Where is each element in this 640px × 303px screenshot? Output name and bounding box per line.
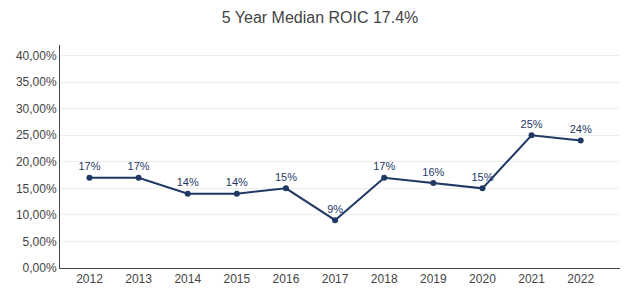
svg-text:2019: 2019	[420, 272, 447, 286]
svg-text:35,00%: 35,00%	[16, 75, 57, 89]
svg-text:2020: 2020	[469, 272, 496, 286]
svg-text:17%: 17%	[78, 160, 100, 172]
svg-text:2018: 2018	[371, 272, 398, 286]
svg-text:15,00%: 15,00%	[16, 182, 57, 196]
svg-text:17%: 17%	[128, 160, 150, 172]
svg-text:40,00%: 40,00%	[16, 49, 57, 63]
svg-text:2017: 2017	[322, 272, 349, 286]
svg-text:25%: 25%	[521, 118, 543, 130]
svg-text:30,00%: 30,00%	[16, 102, 57, 116]
svg-text:2021: 2021	[518, 272, 545, 286]
svg-text:0,00%: 0,00%	[23, 261, 57, 275]
svg-text:2014: 2014	[174, 272, 201, 286]
svg-text:2013: 2013	[125, 272, 152, 286]
svg-text:9%: 9%	[327, 203, 343, 215]
svg-text:5 Year Median ROIC 17.4%: 5 Year Median ROIC 17.4%	[222, 9, 419, 26]
svg-text:16%: 16%	[422, 166, 444, 178]
svg-text:5,00%: 5,00%	[23, 235, 57, 249]
svg-text:2012: 2012	[76, 272, 103, 286]
svg-text:2016: 2016	[273, 272, 300, 286]
svg-text:20,00%: 20,00%	[16, 155, 57, 169]
svg-text:15%: 15%	[471, 171, 493, 183]
svg-text:2015: 2015	[223, 272, 250, 286]
svg-text:25,00%: 25,00%	[16, 128, 57, 142]
svg-text:2022: 2022	[567, 272, 594, 286]
svg-text:14%: 14%	[177, 176, 199, 188]
svg-text:24%: 24%	[570, 123, 592, 135]
svg-text:14%: 14%	[226, 176, 248, 188]
svg-text:15%: 15%	[275, 171, 297, 183]
svg-text:10,00%: 10,00%	[16, 208, 57, 222]
svg-text:17%: 17%	[373, 160, 395, 172]
